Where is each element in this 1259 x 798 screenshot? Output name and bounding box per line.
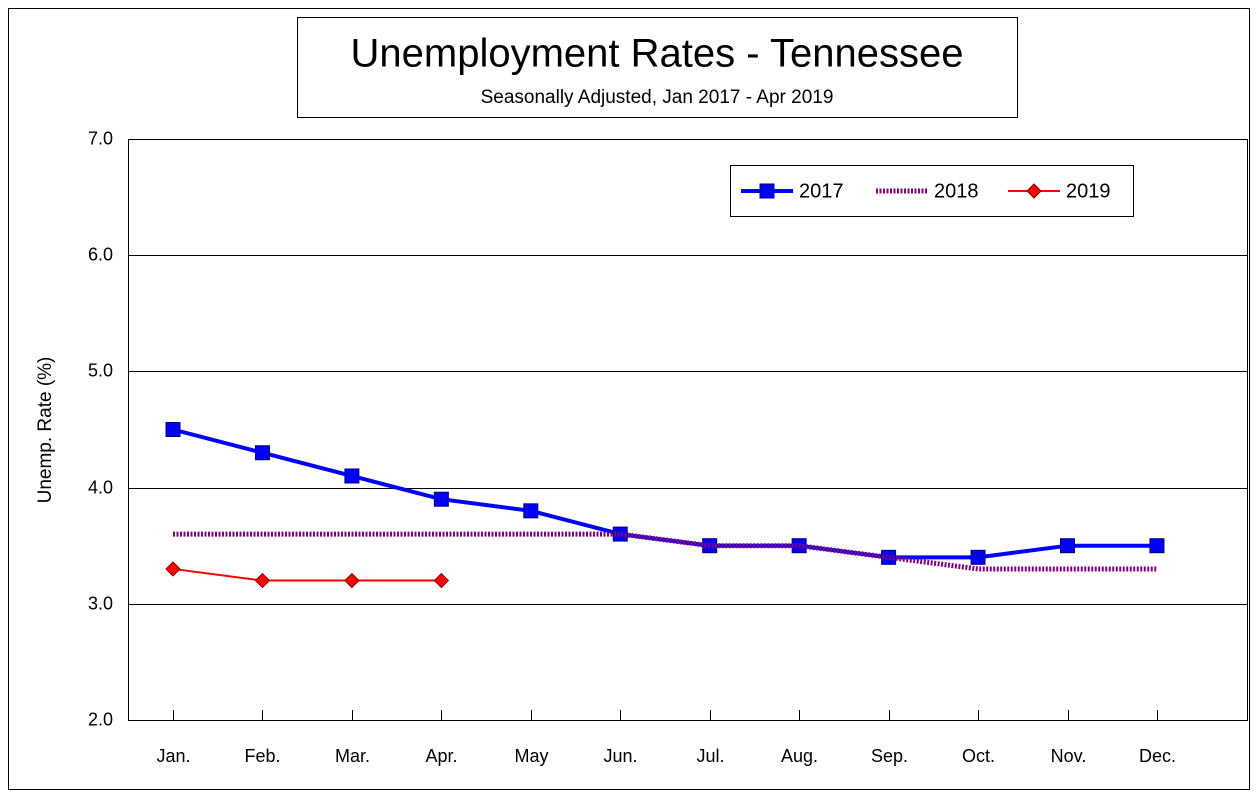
plot-border (128, 139, 1248, 721)
legend-label: 2018 (934, 180, 979, 202)
legend-marker (759, 183, 775, 199)
chart-title: Unemployment Rates - Tennessee (351, 32, 964, 76)
y-axis-label: Unemp. Rate (%) (35, 357, 56, 504)
x-tick-label: Sep. (871, 746, 908, 766)
data-point (523, 503, 539, 519)
data-point (165, 561, 181, 577)
series-line (172, 427, 1157, 560)
data-point (165, 422, 181, 437)
x-tick-label: Jul. (696, 746, 724, 766)
data-point (254, 572, 271, 589)
x-tick-label: Apr. (425, 746, 457, 766)
x-tick-label: Feb. (244, 746, 280, 766)
data-point (254, 445, 270, 461)
y-tick-label: 4.0 (88, 477, 113, 497)
legend-label: 2017 (799, 180, 844, 202)
data-point (970, 549, 986, 565)
x-tick-label: Mar. (335, 746, 370, 766)
title-box (297, 17, 1018, 118)
data-point (433, 572, 450, 589)
x-tick-label: Nov. (1051, 746, 1087, 766)
plot-area (128, 139, 1248, 721)
data-point (1060, 538, 1075, 554)
y-tick-label: 6.0 (88, 244, 113, 264)
data-point (344, 468, 360, 484)
data-point (612, 526, 628, 542)
x-tick-label: Aug. (781, 746, 818, 766)
chart-subtitle: Seasonally Adjusted, Jan 2017 - Apr 2019 (481, 87, 834, 108)
data-point (1149, 538, 1165, 554)
y-tick-label: 7.0 (88, 128, 113, 148)
y-tick-label: 2.0 (88, 709, 113, 729)
series-line (172, 567, 442, 582)
legend-label: 2019 (1066, 180, 1111, 202)
legend-box (730, 165, 1134, 217)
data-point (433, 491, 449, 507)
x-tick-label: Dec. (1139, 746, 1176, 766)
x-tick-label: Jan. (156, 746, 190, 766)
y-tick-label: 3.0 (88, 593, 113, 613)
x-tick-label: Jun. (603, 746, 637, 766)
y-tick-label: 5.0 (88, 360, 113, 380)
data-point (344, 572, 360, 589)
legend-marker (1026, 183, 1042, 199)
data-point (881, 549, 897, 565)
x-tick-label: Oct. (962, 746, 995, 766)
x-tick-label: May (514, 746, 548, 766)
